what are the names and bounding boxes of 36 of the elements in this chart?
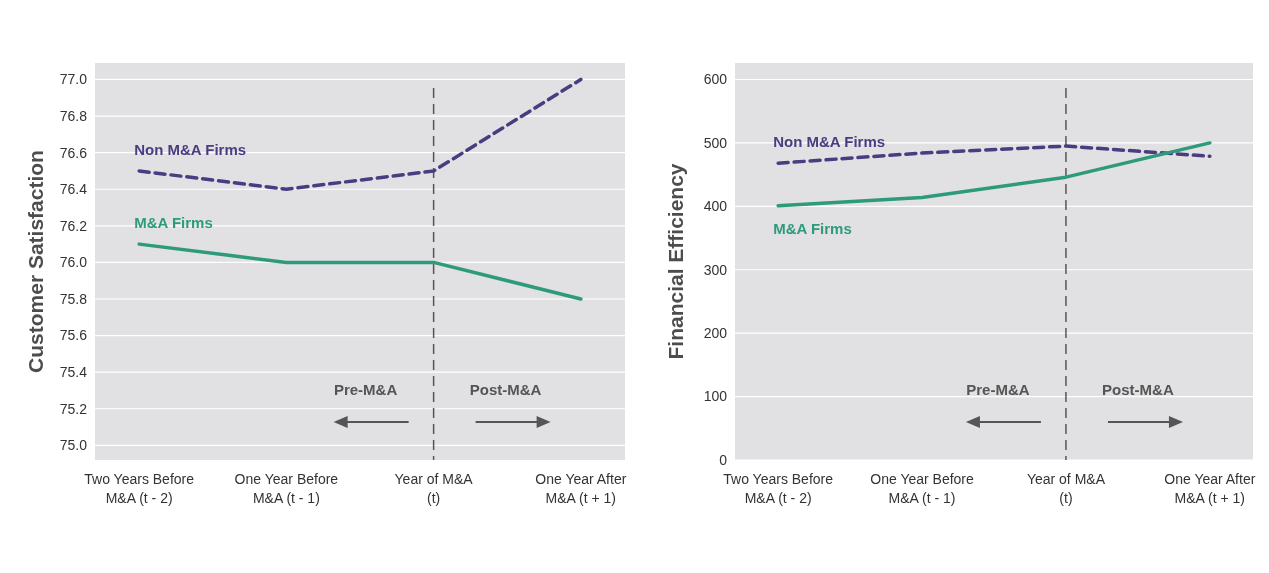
y-tick-label: 76.6 [59, 144, 88, 161]
y-tick-label: 76.2 [59, 217, 88, 234]
y-tick-label: 400 [703, 198, 728, 215]
series-label: Non M&A Firms [134, 140, 247, 158]
annotation: Post-M&A [1102, 381, 1174, 398]
y-tick-label: 500 [703, 134, 728, 151]
x-tick-label: Year of M&A (t) [394, 471, 474, 506]
x-tick-label: One Year Before M&A (t - 1) [234, 471, 339, 506]
y-tick-label: 75.6 [59, 327, 88, 344]
annotation: Pre-M&A [333, 381, 398, 398]
x-tick-label: One Year After M&A (t + 1) [535, 471, 627, 506]
y-tick-label: 75.8 [59, 290, 88, 307]
x-tick-label: One Year After M&A (t + 1) [1164, 471, 1256, 506]
y-tick-label: 0 [719, 451, 728, 468]
x-tick-label: One Year Before M&A (t - 1) [870, 471, 975, 506]
y-tick-label: 600 [703, 71, 728, 88]
series-label: M&A Firms [773, 219, 852, 237]
y-axis-title: Customer Satisfaction [24, 150, 47, 373]
y-tick-label: 75.4 [59, 364, 88, 381]
y-tick-label: 300 [703, 261, 728, 278]
x-tick-label: Two Years Before M&A (t - 2) [723, 471, 834, 506]
x-tick-label: Year of M&A (t) [1026, 471, 1106, 506]
y-tick-label: 75.2 [59, 400, 88, 417]
y-axis-title: Financial Efficiency [664, 163, 687, 360]
y-tick-label: 76.8 [59, 107, 88, 124]
y-tick-label: 76.0 [59, 254, 88, 271]
x-tick-label: Two Years Before M&A (t - 2) [84, 471, 195, 506]
series-label: Non M&A Firms [773, 133, 886, 151]
y-tick-label: 100 [703, 388, 728, 405]
annotation: Pre-M&A [966, 381, 1030, 398]
annotation: Post-M&A [469, 381, 542, 398]
y-tick-label: 77.0 [59, 71, 88, 88]
series-label: M&A Firms [134, 214, 213, 232]
y-tick-label: 76.4 [59, 181, 88, 198]
y-tick-label: 200 [703, 325, 728, 342]
y-tick-label: 75.0 [59, 437, 88, 454]
